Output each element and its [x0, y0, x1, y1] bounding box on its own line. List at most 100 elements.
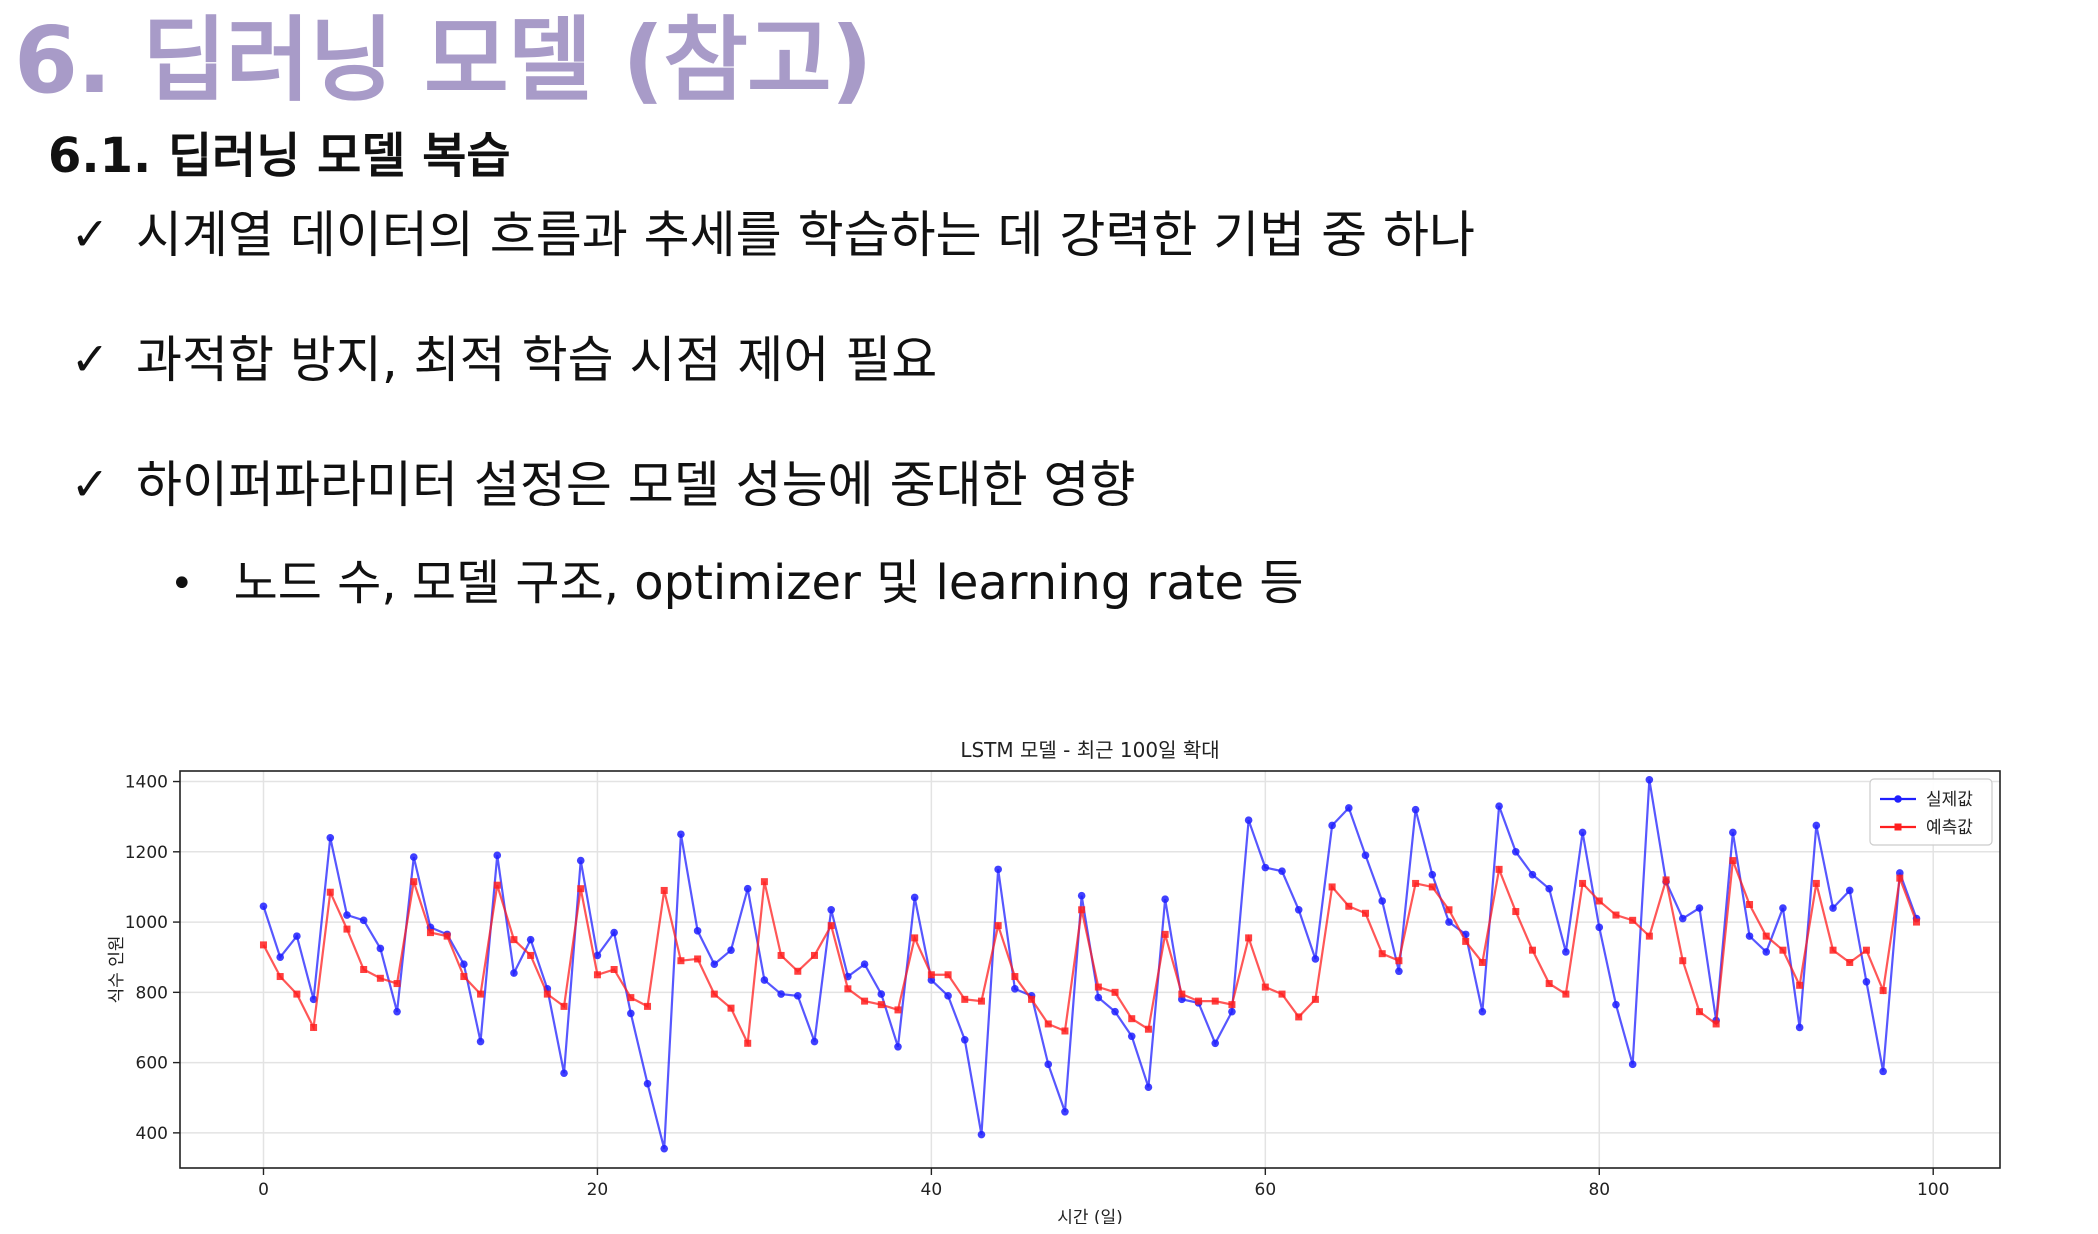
legend-label: 예측값	[1926, 818, 1973, 838]
data-point-2	[1896, 874, 1904, 882]
data-point-2	[1061, 1027, 1069, 1035]
data-point-2	[1695, 1008, 1703, 1016]
data-point-2	[1579, 879, 1587, 887]
bullet-dot-icon: •	[170, 560, 194, 607]
data-point-1	[1829, 904, 1837, 912]
data-point-2	[1094, 983, 1102, 991]
data-point-1	[1545, 884, 1553, 893]
data-point-1	[1011, 985, 1019, 993]
data-point-1	[1862, 977, 1871, 986]
data-point-1	[1111, 1007, 1119, 1016]
data-point-2	[560, 1002, 568, 1010]
data-point-1	[343, 911, 351, 919]
data-point-2	[293, 990, 301, 998]
data-point-1	[1628, 1060, 1637, 1069]
data-point-1	[1294, 905, 1303, 914]
data-point-1	[1595, 923, 1604, 932]
data-point-2	[927, 971, 935, 979]
data-point-1	[860, 960, 869, 969]
data-point-2	[1428, 883, 1436, 891]
data-point-1	[1127, 1032, 1136, 1041]
y-tick-label: 1400	[125, 773, 168, 793]
x-tick-label: 100	[1917, 1180, 1949, 1200]
bullet-text: 과적합 방지, 최적 학습 시점 제어 필요	[136, 331, 938, 389]
data-point-1	[760, 976, 769, 984]
data-point-1	[1345, 804, 1353, 812]
sub-bullet-item: • 노드 수, 모델 구조, optimizer 및 learning rate…	[170, 555, 1303, 613]
data-point-2	[1612, 911, 1620, 919]
data-point-1	[1061, 1107, 1069, 1116]
data-point-1	[1812, 821, 1821, 830]
data-point-1	[1578, 828, 1587, 837]
data-point-2	[777, 951, 785, 959]
data-point-2	[1362, 909, 1370, 917]
bullet-item: ✓ 하이퍼파라미터 설정은 모델 성능에 중대한 영향	[70, 455, 1136, 515]
data-point-1	[643, 1079, 652, 1088]
data-point-2	[727, 1004, 735, 1012]
data-point-2	[810, 951, 818, 959]
data-point-2	[827, 922, 835, 930]
x-tick-label: 60	[1255, 1180, 1277, 1200]
data-point-2	[861, 997, 869, 1005]
data-point-2	[443, 932, 451, 940]
data-point-2	[1412, 879, 1420, 887]
data-point-1	[1144, 1083, 1153, 1091]
data-point-2	[326, 888, 334, 896]
data-point-2	[1712, 1020, 1720, 1028]
data-point-2	[577, 885, 585, 893]
data-point-1	[960, 1035, 969, 1044]
data-point-2	[493, 881, 501, 889]
data-point-2	[1913, 918, 1921, 926]
data-point-2	[1245, 934, 1253, 942]
y-tick-label: 1000	[125, 913, 168, 933]
data-point-2	[1295, 1013, 1303, 1021]
data-point-1	[727, 946, 735, 954]
check-icon: ✓	[70, 457, 110, 512]
y-axis-label: 식수 인원	[107, 936, 127, 1004]
data-point-1	[693, 927, 702, 935]
data-point-1	[1795, 1023, 1804, 1032]
data-point-2	[610, 966, 618, 973]
data-point-2	[527, 951, 535, 959]
data-point-2	[1211, 997, 1219, 1005]
data-point-2	[1378, 950, 1386, 958]
data-point-1	[593, 951, 602, 960]
data-point-1	[877, 990, 886, 998]
data-point-1	[1729, 828, 1737, 837]
data-point-2	[426, 929, 434, 937]
data-point-2	[794, 967, 802, 975]
data-point-2	[994, 922, 1002, 930]
data-point-2	[911, 934, 919, 942]
data-point-2	[894, 1006, 902, 1014]
data-point-1	[1528, 870, 1537, 879]
data-point-2	[1328, 883, 1336, 891]
bullet-text: 하이퍼파라미터 설정은 모델 성능에 중대한 영향	[136, 456, 1136, 514]
data-point-2	[1779, 946, 1787, 954]
data-point-2	[944, 971, 952, 979]
data-point-1	[409, 853, 418, 861]
data-point-2	[961, 995, 969, 1003]
data-point-2	[1161, 930, 1169, 938]
data-point-1	[1228, 1007, 1236, 1016]
data-point-2	[1128, 1015, 1136, 1023]
data-point-2	[710, 990, 718, 998]
data-point-1	[493, 851, 502, 860]
section-subtitle: 6.1. 딥러닝 모델 복습	[48, 128, 511, 184]
data-point-2	[1729, 857, 1737, 865]
data-point-1	[1411, 805, 1420, 814]
data-point-2	[1078, 906, 1086, 914]
data-point-1	[1495, 802, 1503, 810]
data-point-1	[677, 830, 685, 839]
data-point-2	[694, 955, 702, 963]
data-point-2	[1144, 1025, 1152, 1033]
data-point-1	[1094, 993, 1103, 1002]
data-point-1	[1562, 948, 1570, 956]
data-point-2	[393, 980, 401, 988]
data-point-1	[259, 902, 268, 911]
data-point-2	[1812, 879, 1820, 887]
data-point-2	[1011, 973, 1019, 981]
data-point-1	[293, 932, 301, 940]
data-point-2	[1629, 916, 1637, 924]
data-point-2	[1311, 995, 1319, 1003]
data-point-2	[1796, 981, 1804, 989]
